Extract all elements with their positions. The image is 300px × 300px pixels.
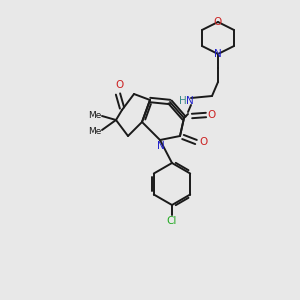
Text: O: O <box>214 17 222 27</box>
Text: Cl: Cl <box>167 216 177 226</box>
Text: N: N <box>186 96 194 106</box>
Text: Me: Me <box>88 127 102 136</box>
Text: N: N <box>157 141 165 151</box>
Text: H: H <box>179 96 187 106</box>
Text: O: O <box>199 137 207 147</box>
Text: O: O <box>115 80 123 90</box>
Text: Me: Me <box>88 110 102 119</box>
Text: O: O <box>208 110 216 120</box>
Text: N: N <box>214 49 222 59</box>
